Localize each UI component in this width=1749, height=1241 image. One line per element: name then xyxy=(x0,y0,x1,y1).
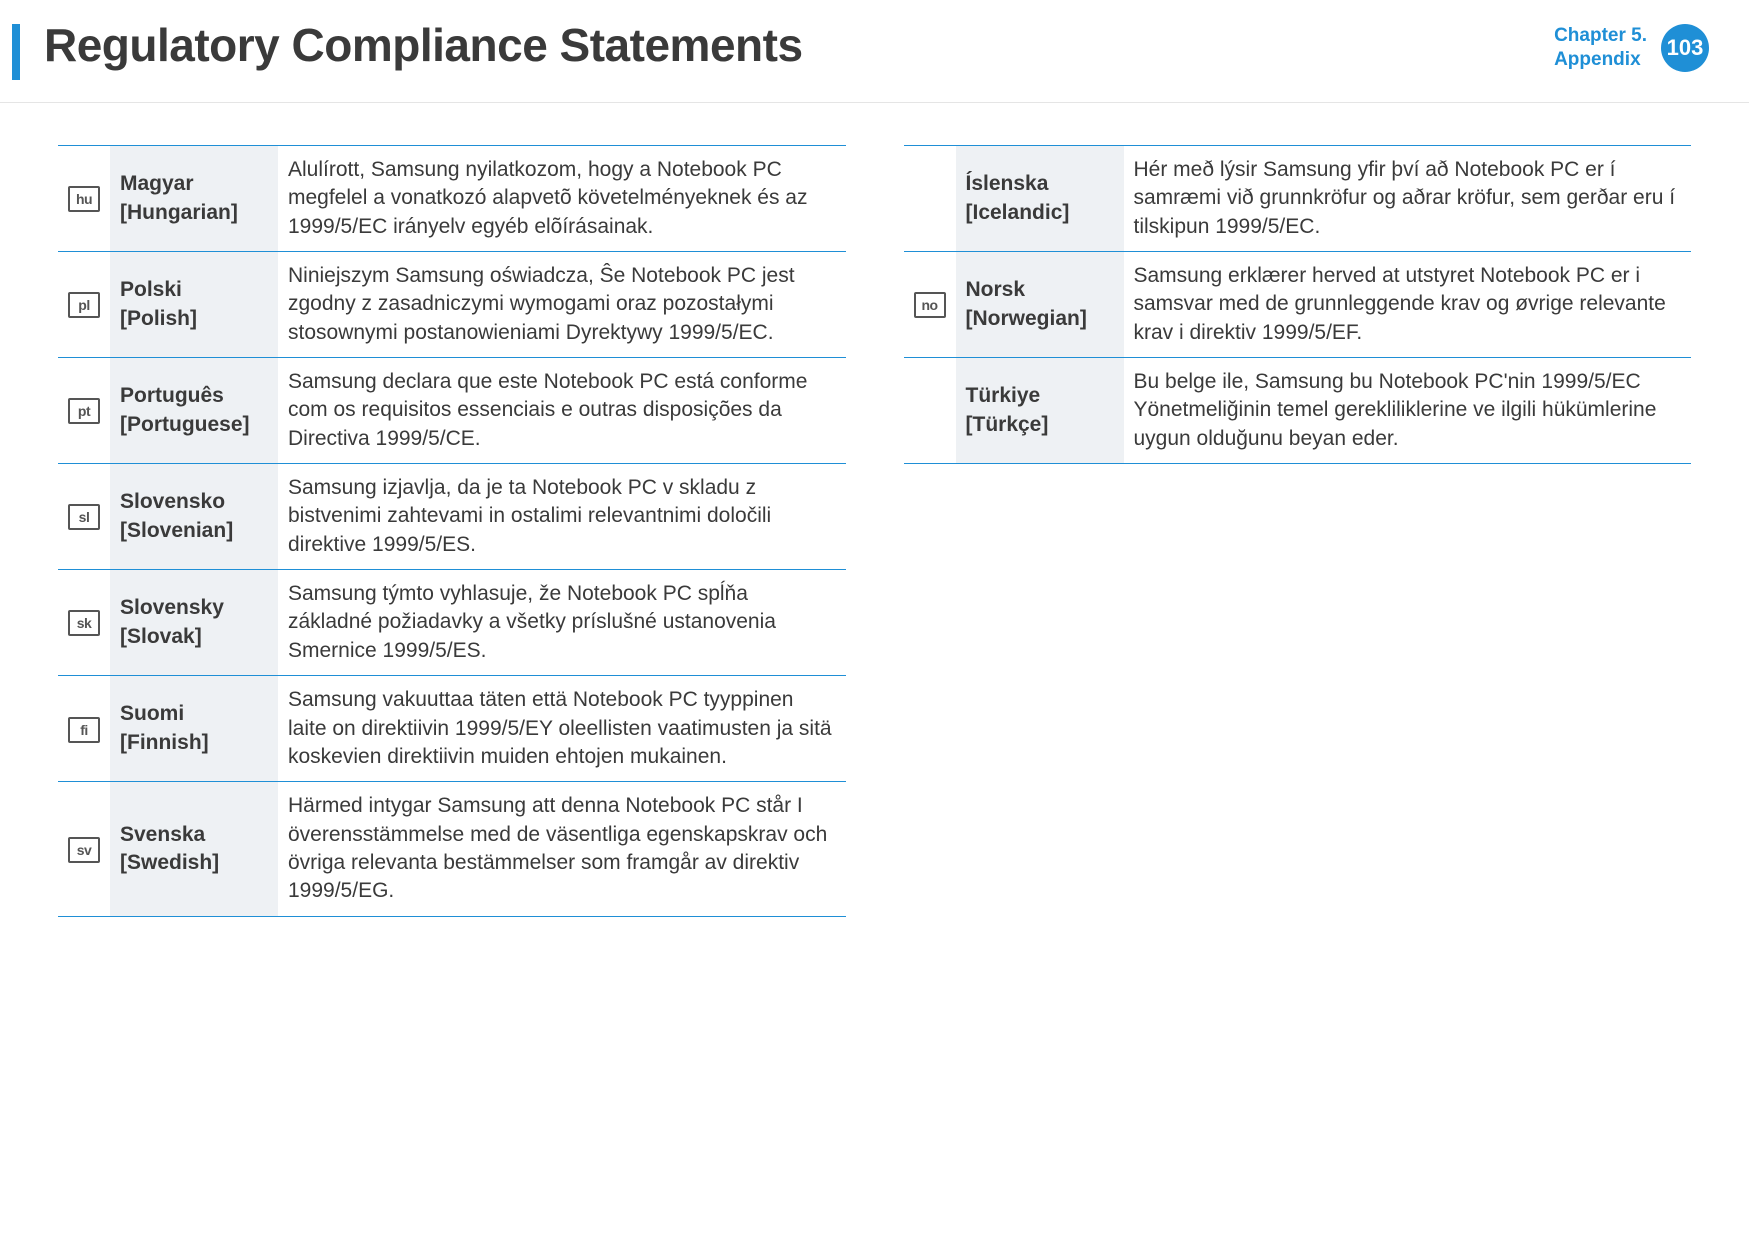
statement-cell: Hér með lýsir Samsung yfir því að Notebo… xyxy=(1124,146,1692,252)
language-english: [Slovenian] xyxy=(120,517,268,545)
language-cell: Slovensky[Slovak] xyxy=(110,570,278,676)
language-native: Magyar xyxy=(120,170,268,198)
table-row: noNorsk[Norwegian]Samsung erklærer herve… xyxy=(904,252,1692,358)
icon-cell: sv xyxy=(58,782,110,916)
language-english: [Norwegian] xyxy=(966,305,1114,333)
statement-cell: Samsung týmto vyhlasuje, že Notebook PC … xyxy=(278,570,846,676)
language-native: Türkiye xyxy=(966,382,1114,410)
table-row: huMagyar[Hungarian]Alulírott, Samsung ny… xyxy=(58,146,846,252)
statement-cell: Samsung erklærer herved at utstyret Note… xyxy=(1124,252,1692,358)
language-cell: Polski[Polish] xyxy=(110,252,278,358)
table-row: skSlovensky[Slovak]Samsung týmto vyhlasu… xyxy=(58,570,846,676)
language-english: [Finnish] xyxy=(120,729,268,757)
language-native: Íslenska xyxy=(966,170,1114,198)
icon-cell: hu xyxy=(58,146,110,252)
language-cell: Slovensko[Slovenian] xyxy=(110,464,278,570)
language-native: Norsk xyxy=(966,276,1114,304)
content-area: huMagyar[Hungarian]Alulírott, Samsung ny… xyxy=(0,103,1749,957)
language-cell: Magyar[Hungarian] xyxy=(110,146,278,252)
language-code-icon: pt xyxy=(68,398,100,424)
icon-cell xyxy=(904,358,956,464)
statement-cell: Niniejszym Samsung oświadcza, Ŝe Noteboo… xyxy=(278,252,846,358)
language-code-icon: sv xyxy=(68,837,100,863)
icon-cell: sl xyxy=(58,464,110,570)
right-column: Íslenska[Icelandic]Hér með lýsir Samsung… xyxy=(904,145,1692,464)
language-code-icon: fi xyxy=(68,717,100,743)
table-row: Íslenska[Icelandic]Hér með lýsir Samsung… xyxy=(904,146,1692,252)
language-native: Slovensky xyxy=(120,594,268,622)
table-row: plPolski[Polish]Niniejszym Samsung oświa… xyxy=(58,252,846,358)
icon-cell: sk xyxy=(58,570,110,676)
page-title: Regulatory Compliance Statements xyxy=(44,18,803,72)
language-native: Slovensko xyxy=(120,488,268,516)
language-english: [Swedish] xyxy=(120,849,268,877)
table-row: Türkiye[Türkçe]Bu belge ile, Samsung bu … xyxy=(904,358,1692,464)
language-code-icon: sk xyxy=(68,610,100,636)
language-english: [Polish] xyxy=(120,305,268,333)
page-header: Regulatory Compliance Statements Chapter… xyxy=(0,0,1749,103)
language-english: [Türkçe] xyxy=(966,411,1114,439)
language-english: [Portuguese] xyxy=(120,411,268,439)
language-native: Polski xyxy=(120,276,268,304)
statement-cell: Samsung declara que este Notebook PC est… xyxy=(278,358,846,464)
chapter-line-2: Appendix xyxy=(1554,48,1647,72)
statement-cell: Samsung vakuuttaa täten että Notebook PC… xyxy=(278,676,846,782)
language-code-icon: hu xyxy=(68,186,100,212)
language-english: [Slovak] xyxy=(120,623,268,651)
language-cell: Svenska[Swedish] xyxy=(110,782,278,916)
table-row: slSlovensko[Slovenian]Samsung izjavlja, … xyxy=(58,464,846,570)
icon-cell: pl xyxy=(58,252,110,358)
left-column: huMagyar[Hungarian]Alulírott, Samsung ny… xyxy=(58,145,846,917)
statement-cell: Samsung izjavlja, da je ta Notebook PC v… xyxy=(278,464,846,570)
statement-cell: Alulírott, Samsung nyilatkozom, hogy a N… xyxy=(278,146,846,252)
language-native: Svenska xyxy=(120,821,268,849)
icon-cell: no xyxy=(904,252,956,358)
compliance-table-right: Íslenska[Icelandic]Hér með lýsir Samsung… xyxy=(904,145,1692,464)
language-code-icon: no xyxy=(914,292,946,318)
statement-cell: Härmed intygar Samsung att denna Noteboo… xyxy=(278,782,846,916)
language-cell: Íslenska[Icelandic] xyxy=(956,146,1124,252)
title-wrap: Regulatory Compliance Statements xyxy=(12,18,803,80)
page-number-badge: 103 xyxy=(1661,24,1709,72)
language-native: Suomi xyxy=(120,700,268,728)
table-row: fiSuomi[Finnish]Samsung vakuuttaa täten … xyxy=(58,676,846,782)
accent-bar xyxy=(12,24,20,80)
icon-cell: fi xyxy=(58,676,110,782)
icon-cell: pt xyxy=(58,358,110,464)
language-cell: Türkiye[Türkçe] xyxy=(956,358,1124,464)
language-cell: Norsk[Norwegian] xyxy=(956,252,1124,358)
language-english: [Hungarian] xyxy=(120,199,268,227)
language-native: Português xyxy=(120,382,268,410)
header-right: Chapter 5. Appendix 103 xyxy=(1554,24,1709,72)
table-row: ptPortuguês[Portuguese]Samsung declara q… xyxy=(58,358,846,464)
language-cell: Suomi[Finnish] xyxy=(110,676,278,782)
table-row: svSvenska[Swedish]Härmed intygar Samsung… xyxy=(58,782,846,916)
statement-cell: Bu belge ile, Samsung bu Notebook PC'nin… xyxy=(1124,358,1692,464)
language-english: [Icelandic] xyxy=(966,199,1114,227)
language-code-icon: sl xyxy=(68,504,100,530)
language-cell: Português[Portuguese] xyxy=(110,358,278,464)
compliance-table-left: huMagyar[Hungarian]Alulírott, Samsung ny… xyxy=(58,145,846,917)
language-code-icon: pl xyxy=(68,292,100,318)
chapter-line-1: Chapter 5. xyxy=(1554,24,1647,48)
chapter-block: Chapter 5. Appendix xyxy=(1554,24,1647,72)
icon-cell xyxy=(904,146,956,252)
